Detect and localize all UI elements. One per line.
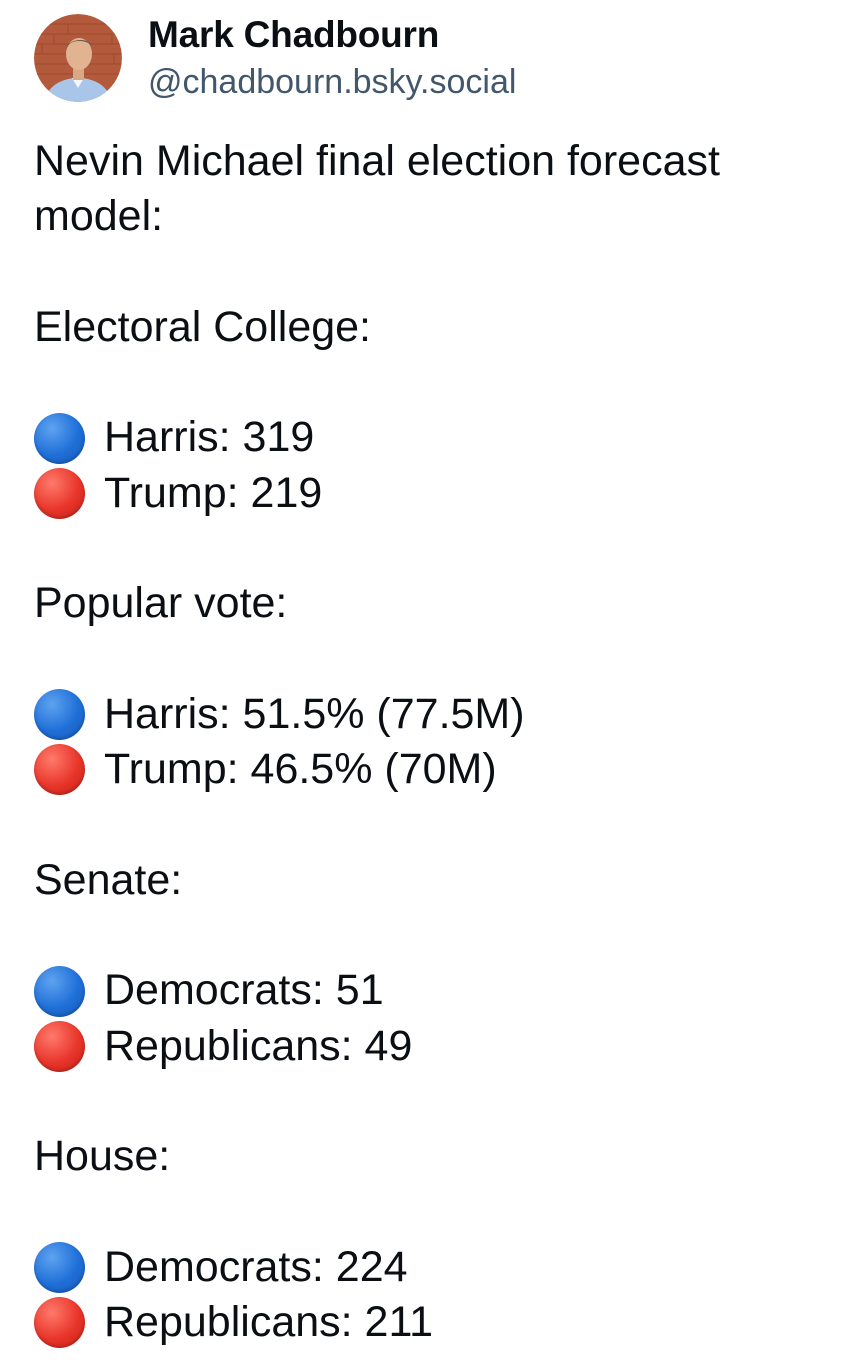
large-blue-circle-icon [34,412,85,464]
row-text: Republicans: 49 [104,1021,413,1070]
blank-line [34,245,834,300]
popular-vote-heading: Popular vote: [34,579,288,628]
post-intro: Nevin Michael final election forecast mo… [34,137,720,241]
senate-heading: Senate: [34,855,183,904]
blank-line [34,1185,834,1240]
blank-line [34,908,834,963]
row-text: Trump: 46.5% (70M) [104,745,497,794]
electoral-college-harris-row: Harris: 319 [34,410,834,465]
senate-democrats-row: Democrats: 51 [34,963,834,1018]
large-red-circle-icon [34,467,85,519]
author-display-name[interactable]: Mark Chadbourn [148,14,440,55]
row-text: Trump: 219 [104,468,323,517]
row-text: Republicans: 211 [104,1298,434,1347]
popular-vote-trump-row: Trump: 46.5% (70M) [34,742,834,797]
row-text: Harris: 51.5% (77.5M) [104,689,525,738]
electoral-college-heading: Electoral College: [34,302,372,351]
blank-line [34,521,834,576]
row-text: Democrats: 51 [104,966,384,1015]
author-info: Mark Chadbourn @chadbourn.bsky.social [148,12,516,104]
row-text: Harris: 319 [104,413,315,462]
large-blue-circle-icon [34,1242,85,1294]
avatar[interactable] [34,14,122,102]
blank-line [34,1074,834,1129]
senate-republicans-row: Republicans: 49 [34,1019,834,1074]
post-header: Mark Chadbourn @chadbourn.bsky.social [34,12,516,104]
author-handle[interactable]: @chadbourn.bsky.social [148,63,517,101]
large-blue-circle-icon [34,689,85,741]
house-democrats-row: Democrats: 224 [34,1240,834,1295]
blank-line [34,798,834,853]
post-body: Nevin Michael final election forecast mo… [34,134,834,1351]
house-republicans-row: Republicans: 211 [34,1295,834,1350]
large-blue-circle-icon [34,965,85,1017]
electoral-college-trump-row: Trump: 219 [34,466,834,521]
large-red-circle-icon [34,1297,85,1349]
large-red-circle-icon [34,1020,85,1072]
row-text: Democrats: 224 [104,1242,408,1291]
popular-vote-harris-row: Harris: 51.5% (77.5M) [34,687,834,742]
house-heading: House: [34,1132,171,1181]
large-red-circle-icon [34,744,85,796]
blank-line [34,355,834,410]
blank-line [34,632,834,687]
